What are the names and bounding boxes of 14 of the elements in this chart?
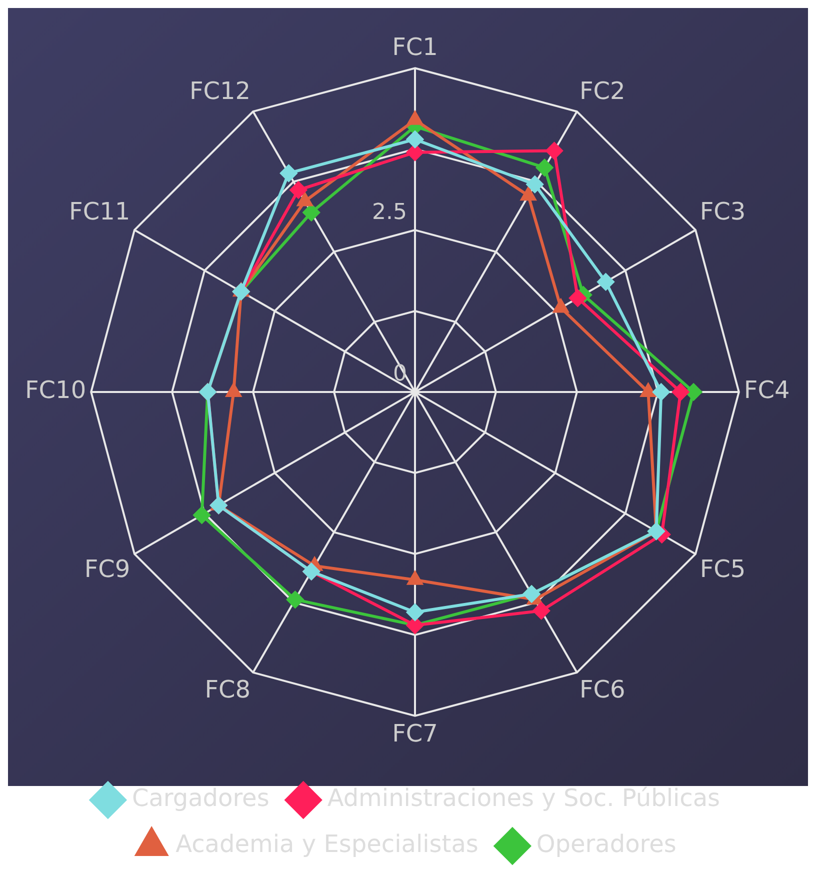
spoke-label: FC12 <box>189 77 251 105</box>
y-tick-label: 0 <box>393 362 407 387</box>
spoke-label: FC3 <box>700 197 746 226</box>
spoke-label: FC2 <box>579 77 626 105</box>
spoke-label: FC8 <box>204 675 251 704</box>
spoke-label: FC11 <box>69 197 130 226</box>
spoke-label: FC10 <box>24 376 86 404</box>
spoke-label: FC6 <box>579 675 626 704</box>
spoke-label: FC7 <box>392 720 438 748</box>
spoke-label: FC4 <box>744 376 790 404</box>
spoke-label: FC1 <box>392 32 438 61</box>
spoke-label: FC9 <box>84 555 130 584</box>
y-tick-label: 2.5 <box>372 200 407 225</box>
spoke-label: FC5 <box>700 555 746 584</box>
